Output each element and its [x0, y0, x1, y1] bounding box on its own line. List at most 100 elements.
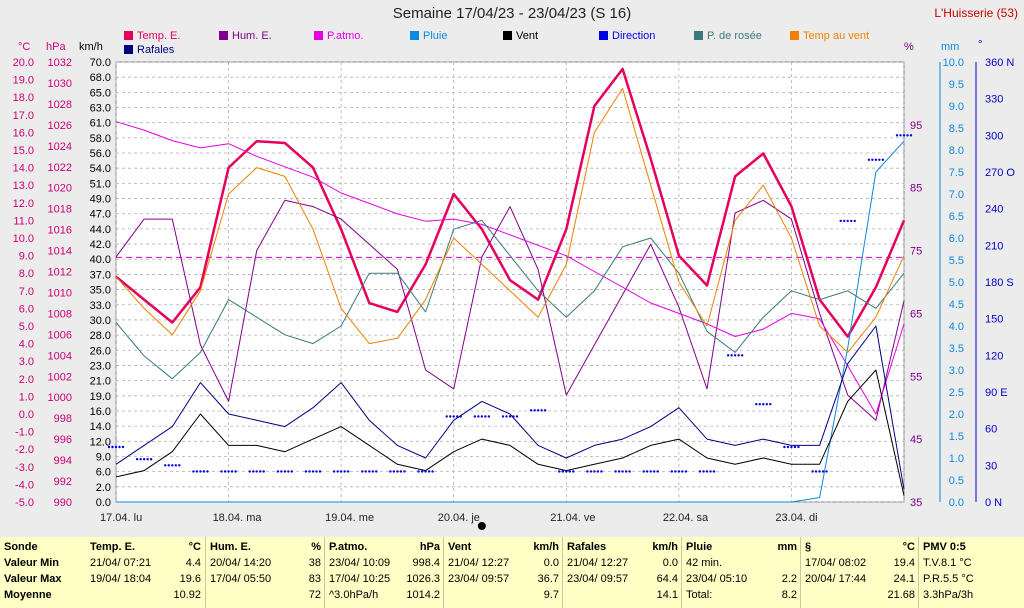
pressure-tick-label: 1016	[48, 225, 72, 237]
direction-point	[649, 470, 652, 473]
direction-point	[420, 470, 424, 473]
pressure-tick-label: 1000	[48, 392, 72, 404]
stats-cell: Total: 8.2	[686, 589, 797, 601]
legend-item: Temp au vent	[790, 30, 869, 42]
direction-point	[515, 415, 519, 418]
series-line-hum-e-	[115, 199, 905, 421]
direction-point	[733, 354, 737, 357]
direction-point	[220, 470, 223, 473]
legend-label: Hum. E.	[232, 30, 272, 42]
direction-point	[283, 470, 287, 473]
legend-item: P. de rosée	[694, 30, 762, 42]
direction-point	[445, 415, 448, 418]
direction-point	[255, 470, 258, 473]
direction-point	[674, 470, 677, 473]
legend-item: Hum. E.	[219, 30, 272, 42]
weather-chart: 17.04. lu 18.04. ma 19.04. me 20.04. je 21.0…	[13, 39, 1015, 530]
series-line-temp-e-	[115, 67, 906, 338]
x-tick-label: 20.04. je	[438, 512, 480, 524]
row-label: Valeur Min	[4, 557, 60, 569]
stats-cell: 42 min.	[686, 557, 723, 569]
rain-tick-label: 3.0	[949, 365, 964, 377]
direction-point	[276, 470, 280, 473]
rain-tick-label: 5.5	[949, 255, 964, 267]
direction-point	[702, 470, 705, 473]
series-line-temp-au-vent	[115, 87, 905, 353]
direction-point	[427, 470, 431, 473]
direction-point	[561, 470, 564, 473]
rain-tick-label: 4.5	[949, 299, 964, 311]
rain-tick-label: 3.5	[949, 343, 964, 355]
direction-point	[653, 470, 656, 473]
stats-cell: 21.68	[887, 589, 915, 601]
direction-point	[452, 415, 455, 418]
rain-tick-label: 7.0	[949, 189, 964, 201]
direction-point	[206, 470, 209, 473]
direction-point	[737, 354, 740, 357]
direction-tick-label: 0 N	[985, 497, 1002, 509]
rain-tick-label: 5.0	[949, 277, 964, 289]
wind-tick-label: 51.0	[90, 178, 111, 190]
direction-point	[558, 470, 561, 473]
wind-tick-label: 30.0	[90, 315, 111, 327]
pressure-tick-label: 1020	[48, 183, 72, 195]
stats-table: Sonde Valeur Min Valeur Max Moyenne Temp…	[0, 537, 1024, 608]
direction-point	[396, 470, 399, 473]
x-tick-label: 18.04. ma	[213, 512, 263, 524]
pressure-tick-label: 1022	[48, 162, 72, 174]
stats-cell: 17/04/ 08:02 19.4	[805, 557, 915, 569]
stats-cell: 23/04/ 10:09 998.4	[329, 557, 440, 569]
temp-tick-label: 5.0	[19, 321, 34, 333]
wind-tick-label: 44.0	[90, 224, 111, 236]
humidity-tick-label: 55	[910, 371, 922, 383]
stats-cell: 23/04/ 05:10 2.2	[686, 573, 797, 585]
stats-cell: T.V.8.1 °C	[923, 557, 972, 569]
legend-label: Rafales	[137, 44, 175, 56]
direction-point	[642, 470, 645, 473]
stats-cell: 3.3hPa/3h	[923, 589, 974, 601]
direction-point	[821, 470, 825, 473]
rain-tick-label: 1.5	[949, 431, 964, 443]
stats-header: Hum. E.%	[210, 541, 321, 553]
pressure-tick-label: 994	[54, 455, 72, 467]
humidity-tick-label: 95	[910, 120, 922, 132]
series-line-pluie	[116, 140, 905, 503]
direction-point	[797, 445, 800, 449]
chart-title: Semaine 17/04/23 - 23/04/23 (S 16)	[392, 5, 632, 22]
wind-tick-label: 61.0	[90, 118, 111, 130]
temp-tick-label: 9.0	[19, 251, 34, 263]
direction-point	[589, 470, 593, 473]
direction-point	[765, 403, 768, 406]
stats-cell: 9.7	[543, 589, 559, 601]
wind-unit-label: km/h	[79, 41, 103, 53]
direction-tick-label: 60	[985, 424, 997, 436]
direction-point	[906, 134, 909, 137]
legend-swatch	[124, 31, 133, 40]
humidity-tick-label: 85	[910, 183, 922, 195]
series-line-p-de-ros-e	[115, 219, 905, 380]
legend-swatch	[599, 31, 608, 40]
direction-point	[287, 470, 290, 473]
direction-point	[487, 415, 491, 418]
direction-point	[480, 415, 484, 418]
temp-tick-label: -4.0	[15, 479, 34, 491]
temp-tick-label: 20.0	[13, 57, 34, 69]
pressure-tick-label: 992	[54, 476, 72, 488]
humidity-tick-label: 45	[910, 434, 922, 446]
direction-point	[164, 464, 167, 467]
stats-column: § °C 17/04/ 08:02 19.4 20/04/ 17:44 24.1 21.68	[800, 537, 919, 608]
direction-point	[712, 470, 716, 473]
stats-cell: 21/04/ 07:21 4.4	[90, 557, 201, 569]
direction-point	[107, 445, 111, 449]
direction-point	[280, 470, 283, 473]
humidity-tick-label: 75	[910, 246, 922, 258]
direction-point	[118, 445, 121, 449]
wind-tick-label: 19.0	[90, 391, 111, 403]
direction-point	[698, 470, 702, 473]
direction-point	[843, 219, 846, 223]
direction-point	[793, 445, 797, 449]
direction-point	[473, 415, 477, 418]
direction-point	[290, 470, 294, 473]
stats-cell: 20/04/ 17:44 24.1	[805, 573, 915, 585]
row-labels-column: Sonde Valeur Min Valeur Max Moyenne	[0, 537, 86, 608]
